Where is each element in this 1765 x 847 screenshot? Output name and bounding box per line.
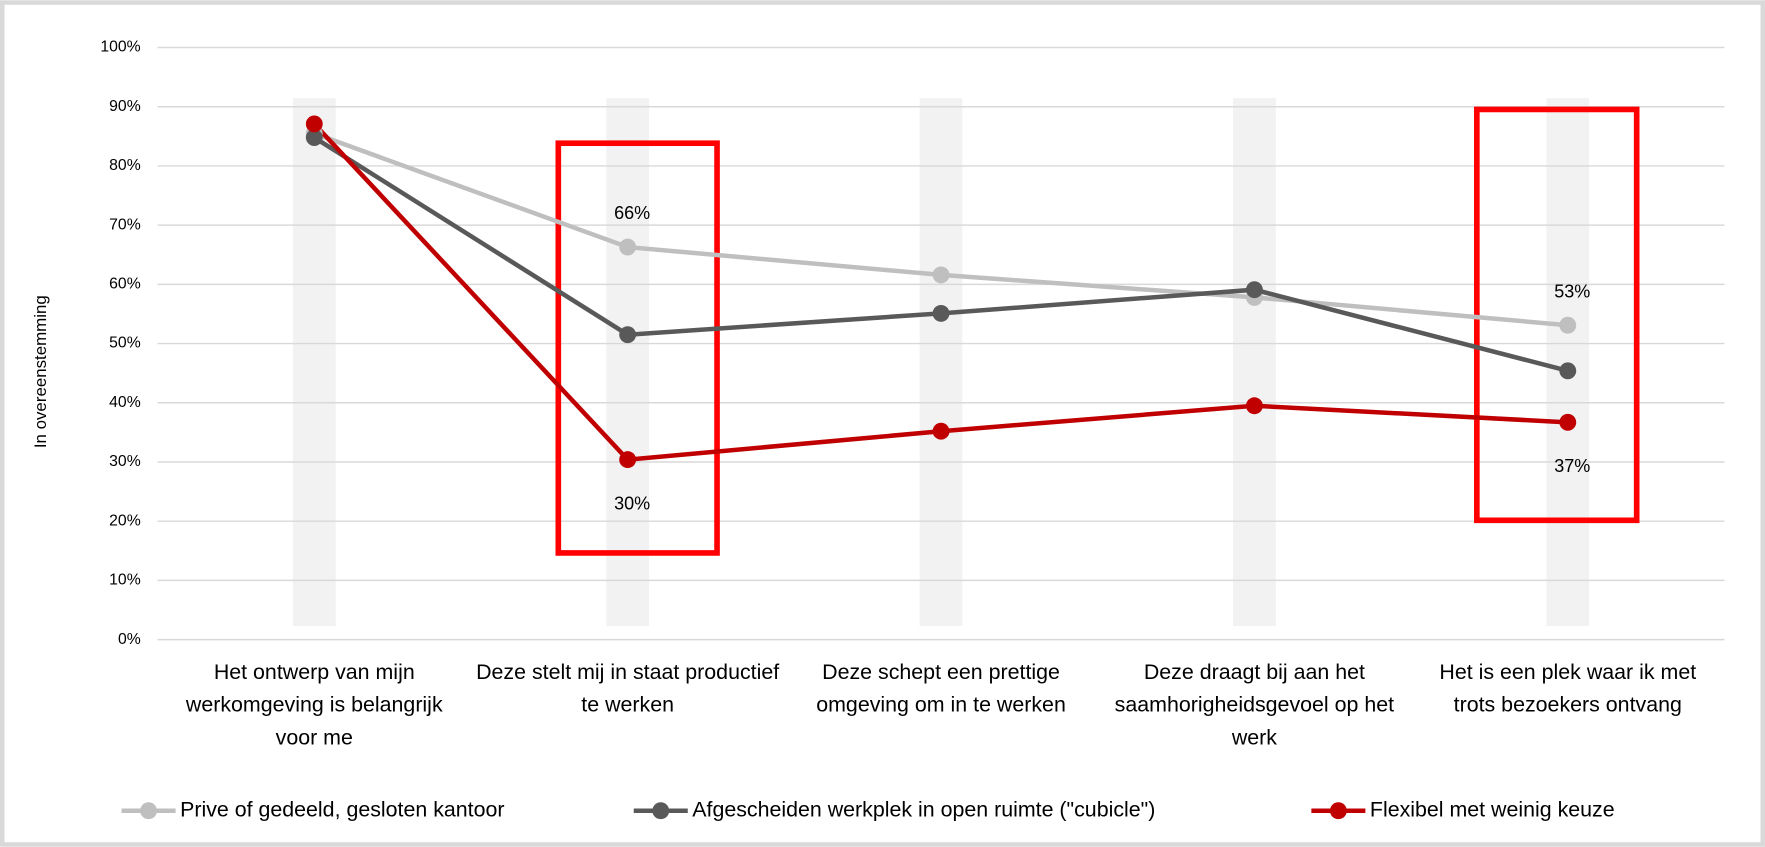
y-tick-label: 70% <box>109 216 141 233</box>
data-label: 37% <box>1554 456 1590 476</box>
y-tick-label: 40% <box>109 394 141 411</box>
legend-label: Flexibel met weinig keuze <box>1370 797 1615 821</box>
y-tick-label: 50% <box>109 335 141 352</box>
x-tick-label-box: Deze schept een prettige omgeving om in … <box>816 661 1066 718</box>
y-tick-label: 10% <box>109 572 141 589</box>
y-tick-label: 20% <box>109 512 141 529</box>
data-point <box>1559 413 1577 431</box>
data-point <box>1245 281 1263 299</box>
highlight-box <box>1474 106 1640 524</box>
x-tick-label: Deze draagt bij aan het saamhorigheidsge… <box>1114 661 1395 750</box>
x-tick-label: Deze schept een prettige omgeving om in … <box>816 661 1066 718</box>
y-axis-label: In overeenstemming <box>31 295 50 448</box>
data-label: 66% <box>614 203 650 223</box>
category-band <box>1546 98 1590 627</box>
legend-marker <box>140 802 158 820</box>
y-tick-label: 90% <box>109 98 141 115</box>
data-point <box>932 266 950 284</box>
data-point <box>619 326 637 344</box>
legend-marker <box>1329 802 1347 820</box>
y-tick-label: 0% <box>118 631 141 648</box>
y-tick-label: 30% <box>109 453 141 470</box>
x-tick-label: Het ontwerp van mijn werkomgeving is bel… <box>185 661 443 750</box>
y-tick-label: 100% <box>100 39 140 56</box>
data-point <box>932 422 950 440</box>
data-point <box>1559 316 1577 334</box>
category-band <box>606 98 650 627</box>
category-band <box>919 98 963 627</box>
x-tick-label: Deze stelt mij in staat productief te we… <box>476 661 780 718</box>
data-label: 53% <box>1554 281 1590 301</box>
data-point <box>619 238 637 256</box>
data-point <box>305 129 323 146</box>
x-tick-label-box: Deze stelt mij in staat productief te we… <box>476 661 780 718</box>
x-tick-label: Het is een plek waar ik met trots bezoek… <box>1439 661 1697 718</box>
data-point <box>1245 397 1263 415</box>
legend-marker <box>652 802 670 820</box>
legend-label: Prive of gedeeld, gesloten kantoor <box>180 797 504 821</box>
data-point <box>305 115 323 133</box>
category-band <box>292 98 336 627</box>
legend-label: Afgescheiden werkplek in open ruimte ("c… <box>692 797 1155 821</box>
y-tick-label: 60% <box>109 276 141 293</box>
highlight-box <box>555 140 720 556</box>
x-tick-label-box: Het ontwerp van mijn werkomgeving is bel… <box>185 661 443 750</box>
data-label: 30% <box>614 493 650 513</box>
data-point <box>1559 362 1577 380</box>
data-point <box>932 304 950 322</box>
x-tick-label-box: Het is een plek waar ik met trots bezoek… <box>1439 661 1697 718</box>
category-band <box>1233 98 1276 627</box>
grid <box>157 46 1725 641</box>
y-tick-label: 80% <box>109 157 141 174</box>
x-tick-label-box: Deze draagt bij aan het saamhorigheidsge… <box>1114 661 1395 750</box>
series-lines <box>305 115 1577 469</box>
category-bands <box>292 98 1590 627</box>
data-point <box>619 451 637 469</box>
